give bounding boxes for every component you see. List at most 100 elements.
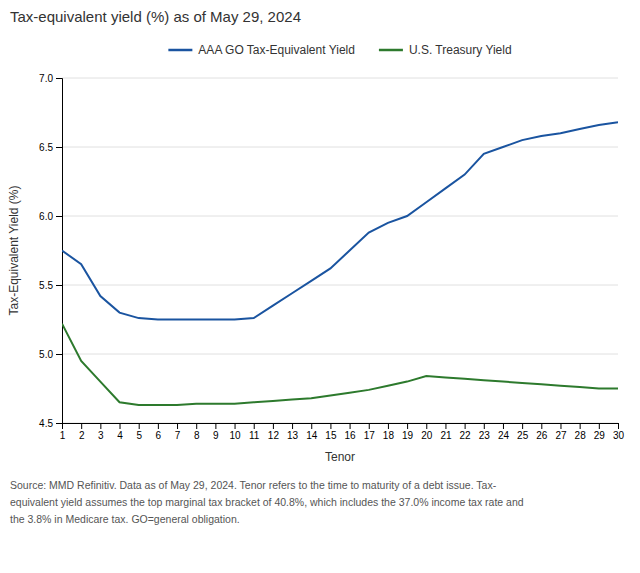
grid-line xyxy=(62,147,618,148)
x-tick-label: 26 xyxy=(536,430,548,441)
y-axis: 4.5 5.0 5.5 6.0 6.5 7.0 xyxy=(39,73,62,429)
x-tick: 19 xyxy=(402,423,414,441)
grid xyxy=(62,78,618,423)
chart: Tax-equivalent yield (%) as of May 29, 2… xyxy=(0,0,640,573)
x-tick-mark xyxy=(100,423,101,429)
x-tick: 8 xyxy=(194,423,200,441)
x-tick: 5 xyxy=(136,423,142,441)
x-tick-mark xyxy=(81,423,82,429)
x-tick: 7 xyxy=(175,423,181,441)
y-tick: 4.5 xyxy=(39,418,62,429)
legend-swatch xyxy=(168,49,192,52)
x-tick-label: 22 xyxy=(460,430,472,441)
x-tick-label: 5 xyxy=(136,430,142,441)
x-tick: 13 xyxy=(287,423,299,441)
x-tick-mark xyxy=(599,423,600,429)
x-tick-label: 15 xyxy=(325,430,337,441)
x-tick: 14 xyxy=(306,423,318,441)
x-tick-mark xyxy=(311,423,312,429)
x-tick: 23 xyxy=(479,423,491,441)
y-tick-label: 5.5 xyxy=(39,280,53,291)
x-tick: 25 xyxy=(517,423,529,441)
y-axis-title: Tax-Equivalent Yield (%) xyxy=(7,185,21,315)
x-tick-mark xyxy=(330,423,331,429)
x-tick: 12 xyxy=(268,423,280,441)
y-axis-line xyxy=(56,79,63,424)
y-tick-mark xyxy=(56,78,62,79)
grid-line xyxy=(62,354,618,355)
x-tick: 30 xyxy=(613,423,625,441)
series-group xyxy=(62,122,618,405)
y-tick-mark xyxy=(56,354,62,355)
x-tick: 28 xyxy=(575,423,587,441)
x-tick: 10 xyxy=(229,423,241,441)
grid-line xyxy=(62,216,618,217)
x-tick-label: 18 xyxy=(383,430,395,441)
x-tick-label: 27 xyxy=(555,430,567,441)
y-tick-label: 4.5 xyxy=(39,418,53,429)
x-tick: 15 xyxy=(325,423,337,441)
x-tick: 1 xyxy=(60,423,66,441)
x-tick-mark xyxy=(215,423,216,429)
x-tick: 9 xyxy=(213,423,219,441)
y-tick-label: 5.0 xyxy=(39,349,53,360)
x-tick-mark xyxy=(618,423,619,429)
x-tick-mark xyxy=(273,423,274,429)
x-tick-mark xyxy=(158,423,159,429)
x-tick-mark xyxy=(503,423,504,429)
y-tick: 7.0 xyxy=(39,73,62,84)
x-tick-label: 9 xyxy=(213,430,219,441)
legend-swatch xyxy=(379,49,403,52)
x-tick-label: 1 xyxy=(60,430,66,441)
x-tick-label: 30 xyxy=(613,430,625,441)
annotation: equivalent yield assumes the top margina… xyxy=(10,496,524,508)
x-tick-mark xyxy=(426,423,427,429)
x-tick-label: 21 xyxy=(440,430,452,441)
x-tick-label: 13 xyxy=(287,430,299,441)
x-tick-mark xyxy=(350,423,351,429)
x-tick-label: 19 xyxy=(402,430,414,441)
x-tick-mark xyxy=(445,423,446,429)
x-tick-label: 8 xyxy=(194,430,200,441)
x-tick: 22 xyxy=(460,423,472,441)
annotation: Source: MMD Refinitiv. Data as of May 29… xyxy=(10,479,497,491)
x-tick: 4 xyxy=(117,423,123,441)
x-tick-label: 2 xyxy=(79,430,85,441)
x-tick: 17 xyxy=(364,423,376,441)
x-tick-mark xyxy=(407,423,408,429)
x-tick-label: 20 xyxy=(421,430,433,441)
x-tick-mark xyxy=(560,423,561,429)
x-axis-line xyxy=(63,424,619,430)
annotation: the 3.8% in Medicare tax. GO=general obl… xyxy=(10,513,240,525)
x-tick-mark xyxy=(484,423,485,429)
x-tick-mark xyxy=(369,423,370,429)
y-tick: 5.0 xyxy=(39,349,62,360)
y-tick: 5.5 xyxy=(39,280,62,291)
x-tick-label: 6 xyxy=(156,430,162,441)
y-tick-mark xyxy=(56,285,62,286)
x-tick-label: 4 xyxy=(117,430,123,441)
title: Tax-equivalent yield (%) as of May 29, 2… xyxy=(10,8,301,25)
x-tick: 3 xyxy=(98,423,104,441)
x-tick: 2 xyxy=(79,423,85,441)
x-tick-mark xyxy=(522,423,523,429)
legend-item: AAA GO Tax-Equivalent Yield xyxy=(168,43,355,57)
x-tick-label: 16 xyxy=(345,430,357,441)
x-tick-mark xyxy=(139,423,140,429)
x-axis: 1234567891011121314151617181920212223242… xyxy=(60,423,625,441)
plot: 1234567891011121314151617181920212223242… xyxy=(7,73,624,464)
x-tick: 21 xyxy=(440,423,452,441)
x-tick: 11 xyxy=(249,423,260,441)
x-tick-label: 14 xyxy=(306,430,318,441)
x-tick: 6 xyxy=(156,423,162,441)
legend-label: AAA GO Tax-Equivalent Yield xyxy=(198,43,355,57)
x-tick-label: 23 xyxy=(479,430,491,441)
x-tick-label: 29 xyxy=(594,430,606,441)
x-tick-mark xyxy=(196,423,197,429)
series-line xyxy=(62,324,618,405)
y-tick: 6.0 xyxy=(39,211,62,222)
x-tick: 24 xyxy=(498,423,510,441)
y-tick-label: 6.5 xyxy=(39,142,53,153)
y-tick-label: 6.0 xyxy=(39,211,53,222)
x-tick-mark xyxy=(120,423,121,429)
